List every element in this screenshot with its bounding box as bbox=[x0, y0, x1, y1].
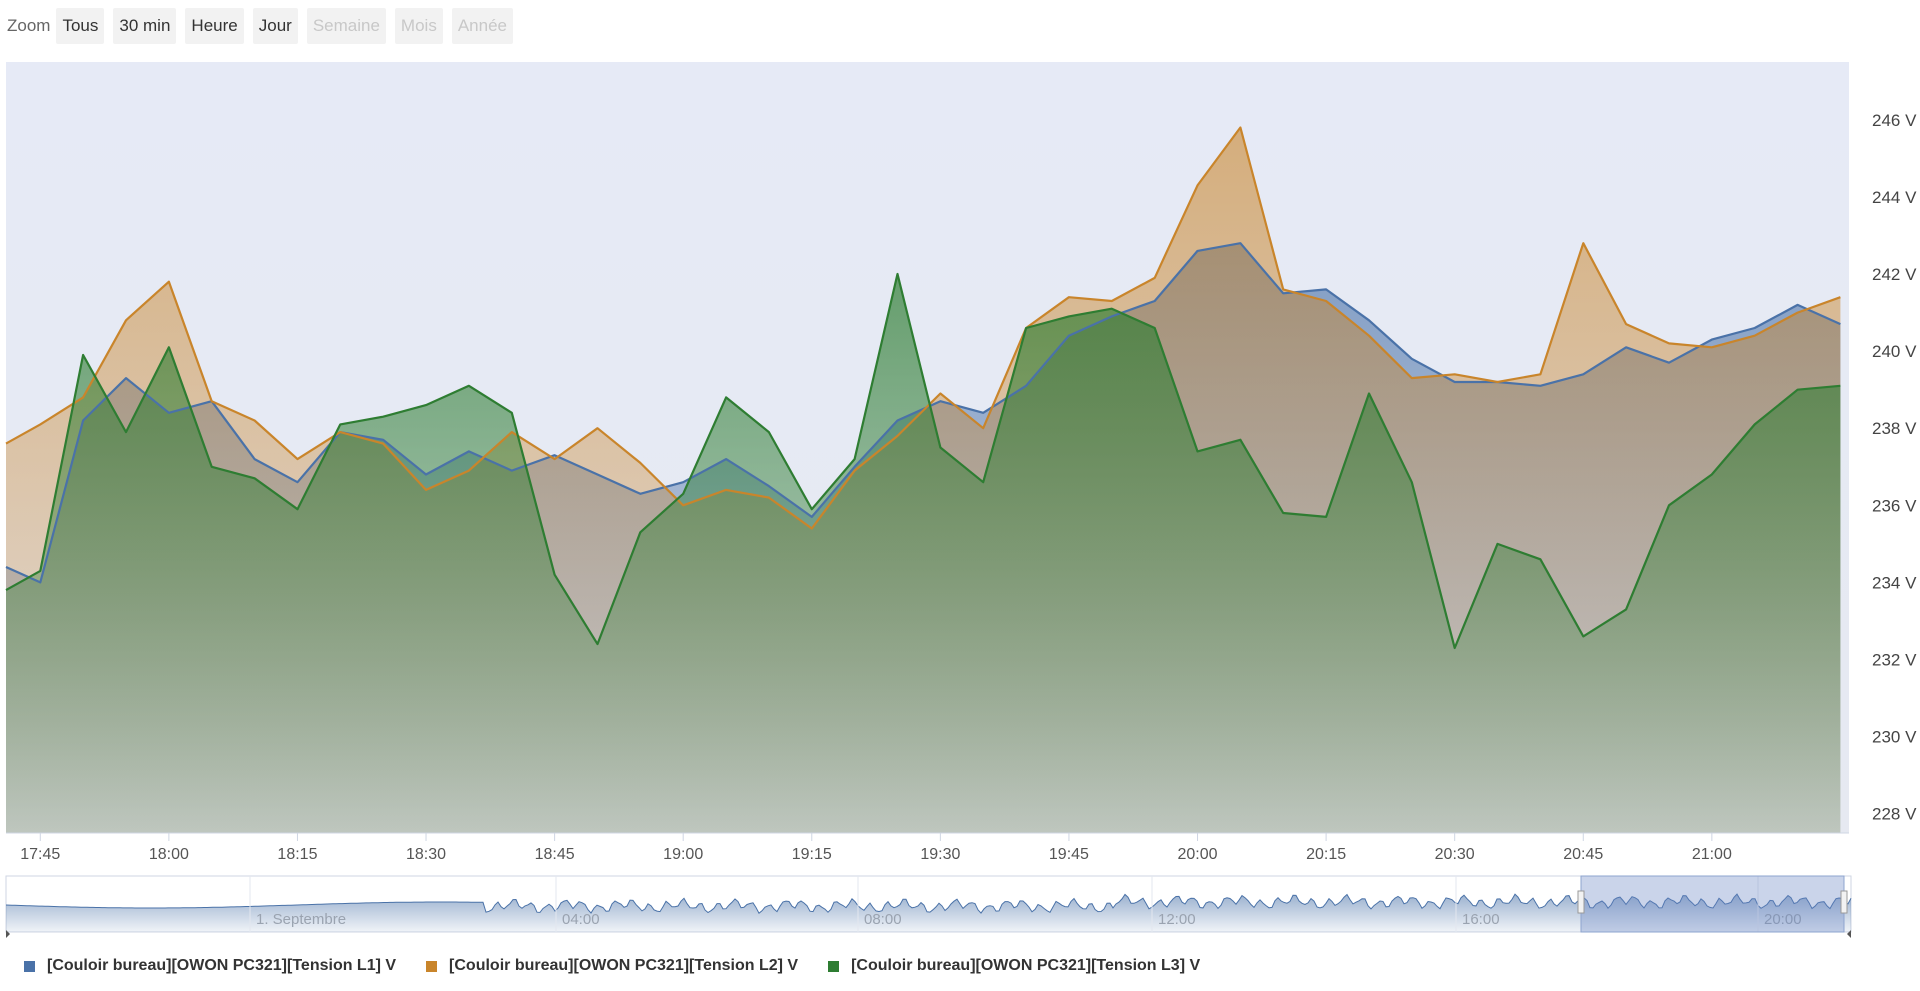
navigator-handle-right[interactable] bbox=[1840, 890, 1848, 914]
x-tick-label: 21:00 bbox=[1692, 846, 1732, 863]
legend-item-l1[interactable]: [Couloir bureau][OWON PC321][Tension L1]… bbox=[24, 957, 396, 975]
zoom-bar: Zoom Tous 30 min Heure Jour Semaine Mois… bbox=[0, 8, 522, 44]
navigator-selection[interactable] bbox=[1580, 875, 1845, 933]
series-line-l1[interactable] bbox=[5, 242, 1841, 584]
y-tick-label: 238 V bbox=[1872, 419, 1917, 438]
y-tick-label: 244 V bbox=[1872, 188, 1917, 207]
x-tick-label: 17:45 bbox=[20, 846, 60, 863]
navigator-tick-label: 1. Septembre bbox=[256, 911, 346, 928]
navigator-series-line bbox=[5, 893, 1852, 914]
zoom-year-button: Année bbox=[451, 8, 513, 44]
legend-label-l2: [Couloir bureau][OWON PC321][Tension L2]… bbox=[449, 957, 799, 974]
navigator-tick-label: 08:00 bbox=[864, 911, 902, 928]
zoom-all-button[interactable]: Tous bbox=[56, 8, 105, 44]
y-tick-label: 236 V bbox=[1872, 496, 1917, 515]
legend-swatch-l2 bbox=[426, 960, 438, 972]
zoom-hour-button[interactable]: Heure bbox=[185, 8, 244, 44]
scroll-right-arrow-icon[interactable] bbox=[1847, 930, 1851, 938]
x-tick-label: 19:00 bbox=[663, 846, 703, 863]
navigator-tick-label: 16:00 bbox=[1462, 911, 1500, 928]
y-tick-label: 234 V bbox=[1872, 573, 1917, 592]
voltage-chart[interactable]: 228 V 230 V 232 V 234 V 236 V 238 V 240 V 242 V… bbox=[0, 0, 1920, 950]
series-area-l3 bbox=[6, 274, 1841, 833]
x-tick-label: 18:00 bbox=[149, 846, 189, 863]
series-line-l3[interactable] bbox=[5, 272, 1841, 650]
y-tick-label: 240 V bbox=[1872, 342, 1917, 361]
y-tick-label: 228 V bbox=[1872, 805, 1917, 824]
y-tick-label: 230 V bbox=[1872, 728, 1917, 747]
x-tick-label: 19:15 bbox=[792, 846, 832, 863]
y-tick-label: 242 V bbox=[1872, 265, 1917, 284]
chart-legend: [Couloir bureau][OWON PC321][Tension L1]… bbox=[24, 957, 1230, 975]
x-tick-label: 20:15 bbox=[1306, 846, 1346, 863]
zoom-month-button: Mois bbox=[394, 8, 443, 44]
legend-label-l1: [Couloir bureau][OWON PC321][Tension L1]… bbox=[47, 957, 397, 974]
x-tick-label: 18:15 bbox=[277, 846, 317, 863]
navigator-handle-left[interactable] bbox=[1577, 890, 1585, 914]
legend-item-l3[interactable]: [Couloir bureau][OWON PC321][Tension L3]… bbox=[828, 957, 1200, 975]
navigator-series-area bbox=[6, 894, 1851, 932]
zoom-label: Zoom bbox=[7, 16, 51, 35]
navigator-tick-label: 12:00 bbox=[1158, 911, 1196, 928]
navigator[interactable]: 1. Septembre 04:00 08:00 12:00 16:00 20:00 bbox=[5, 875, 1852, 938]
y-tick-label: 232 V bbox=[1872, 651, 1917, 670]
x-tick-label: 19:30 bbox=[920, 846, 960, 863]
zoom-day-button[interactable]: Jour bbox=[252, 8, 298, 44]
x-tick-label: 20:30 bbox=[1435, 846, 1475, 863]
navigator-tick-label: 20:00 bbox=[1764, 911, 1802, 928]
x-tick-label: 18:30 bbox=[406, 846, 446, 863]
zoom-week-button: Semaine bbox=[306, 8, 386, 44]
legend-swatch-l3 bbox=[828, 960, 840, 972]
legend-item-l2[interactable]: [Couloir bureau][OWON PC321][Tension L2]… bbox=[426, 957, 798, 975]
series-line-l2[interactable] bbox=[5, 126, 1841, 530]
zoom-30min-button[interactable]: 30 min bbox=[113, 8, 177, 44]
y-tick-label: 246 V bbox=[1872, 111, 1917, 130]
navigator-tick-label: 04:00 bbox=[562, 911, 600, 928]
x-tick-label: 19:45 bbox=[1049, 846, 1089, 863]
scroll-left-arrow-icon[interactable] bbox=[6, 930, 10, 938]
legend-label-l3: [Couloir bureau][OWON PC321][Tension L3]… bbox=[851, 957, 1201, 974]
x-tick-label: 18:45 bbox=[535, 846, 575, 863]
x-tick-label: 20:45 bbox=[1563, 846, 1603, 863]
legend-swatch-l1 bbox=[24, 960, 35, 972]
x-tick-label: 20:00 bbox=[1177, 846, 1217, 863]
